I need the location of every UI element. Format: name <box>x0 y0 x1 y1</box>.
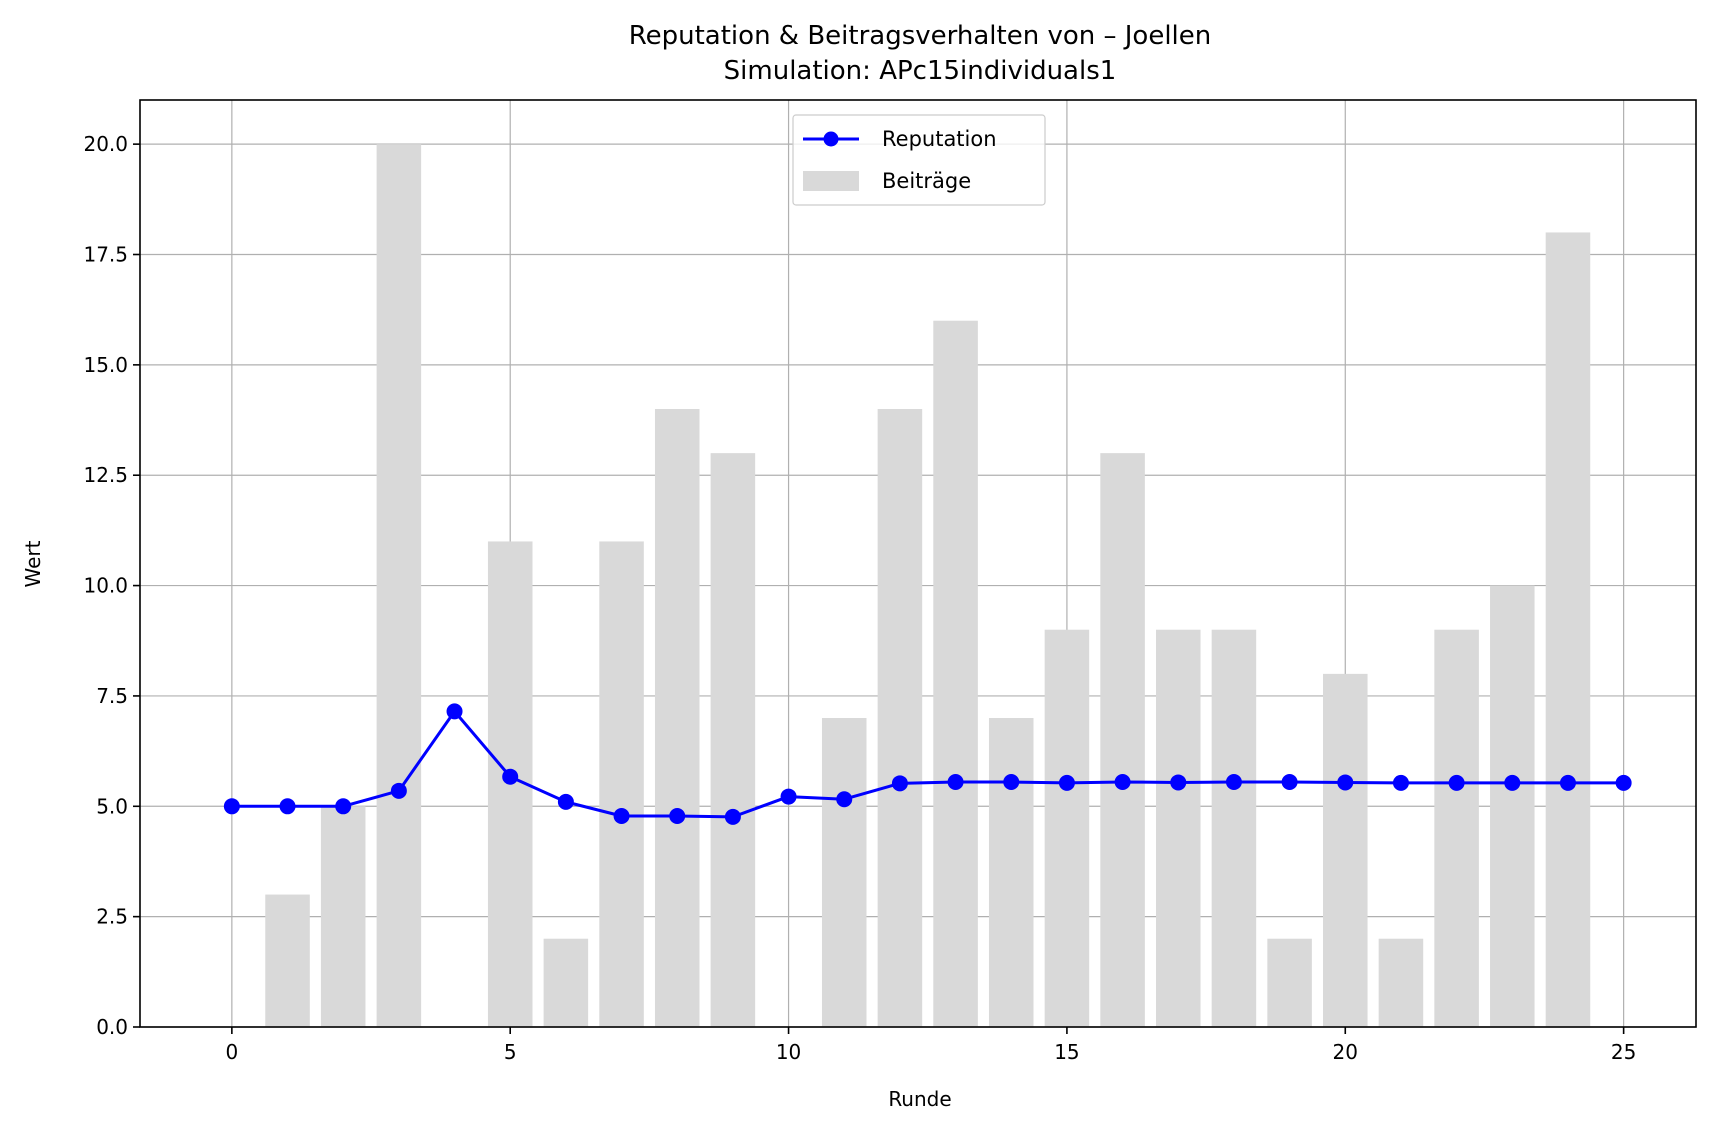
y-axis-label: Wert <box>21 540 45 587</box>
x-tick-label: 0 <box>225 1040 238 1064</box>
bar-beitraege <box>710 453 756 1028</box>
bar-beitraege <box>1267 938 1312 1027</box>
y-tick-label: 20.0 <box>83 132 128 156</box>
chart-subtitle: Simulation: APc15individuals1 <box>724 56 1117 86</box>
bar-beitraege <box>1545 232 1591 1027</box>
reputation-point <box>613 807 630 824</box>
reputation-point <box>1225 774 1242 791</box>
reputation-point <box>1170 774 1187 791</box>
legend-bar-swatch <box>803 171 859 191</box>
reputation-point <box>279 798 296 815</box>
line-layer <box>223 703 1632 825</box>
axes-layer: 0 5 10 15 20 25 0.0 2.5 5.0 7.5 10.0 12.5 15.0 17.5 20… <box>83 99 1697 1064</box>
y-tick-label: 7.5 <box>96 684 128 708</box>
reputation-point <box>669 807 686 824</box>
reputation-point <box>1615 774 1632 791</box>
y-tick-label: 15.0 <box>83 353 128 377</box>
bar-beitraege <box>1490 585 1535 1027</box>
legend-marker-swatch <box>823 131 839 147</box>
bar-beitraege <box>265 894 310 1027</box>
reputation-point <box>390 782 407 799</box>
reputation-point <box>335 798 352 815</box>
reputation-point <box>891 775 908 792</box>
reputation-point <box>780 788 797 805</box>
reputation-point <box>502 768 519 785</box>
y-tick-label: 2.5 <box>96 905 128 929</box>
y-tick-label: 12.5 <box>83 463 128 487</box>
x-tick-label: 15 <box>1054 1040 1079 1064</box>
reputation-point <box>1003 774 1020 791</box>
reputation-point <box>1281 774 1298 791</box>
bar-beitraege <box>988 718 1034 1027</box>
x-axis-label: Runde <box>888 1087 951 1111</box>
bar-beitraege <box>654 409 700 1027</box>
x-tick-label: 25 <box>1611 1040 1636 1064</box>
bar-beitraege <box>1155 629 1201 1027</box>
legend-label-reputation: Reputation <box>882 127 997 151</box>
reputation-point <box>1504 774 1521 791</box>
reputation-point <box>446 703 463 720</box>
reputation-point <box>836 791 853 808</box>
x-tick-label: 20 <box>1333 1040 1358 1064</box>
x-tick-label: 10 <box>776 1040 801 1064</box>
bar-beitraege <box>543 938 589 1027</box>
reputation-line <box>231 709 1624 819</box>
plot-frame <box>139 99 1697 1028</box>
bar-beitraege <box>1211 629 1257 1027</box>
reputation-point <box>1559 774 1576 791</box>
bar-beitraege <box>1044 629 1090 1027</box>
bar-beitraege <box>320 806 366 1027</box>
reputation-point <box>1058 774 1075 791</box>
y-tick-label: 0.0 <box>96 1015 128 1039</box>
bar-beitraege <box>376 144 422 1028</box>
bar-beitraege <box>877 409 923 1027</box>
legend: Reputation Beiträge <box>792 114 1046 206</box>
chart-title: Reputation & Beitragsverhalten von – Joe… <box>629 21 1212 51</box>
reputation-point <box>1114 774 1131 791</box>
x-tick-label: 5 <box>504 1040 517 1064</box>
bar-beitraege <box>1323 673 1368 1027</box>
bar-beitraege <box>1434 629 1479 1027</box>
y-tick-label: 17.5 <box>83 243 128 267</box>
reputation-point <box>947 774 964 791</box>
reputation-point <box>724 808 741 825</box>
reputation-point <box>557 793 574 810</box>
reputation-point <box>223 798 240 815</box>
legend-label-beitraege: Beiträge <box>882 169 971 193</box>
reputation-point <box>1448 774 1465 791</box>
bar-beitraege <box>599 541 644 1027</box>
y-tick-label: 10.0 <box>83 574 128 598</box>
bar-layer <box>265 144 1591 1028</box>
reputation-point <box>1392 774 1409 791</box>
bar-beitraege <box>1100 453 1145 1028</box>
reputation-point <box>1337 774 1354 791</box>
bar-beitraege <box>821 718 867 1027</box>
y-tick-label: 5.0 <box>96 794 128 818</box>
bar-beitraege <box>1378 938 1424 1027</box>
bar-beitraege <box>933 320 978 1027</box>
